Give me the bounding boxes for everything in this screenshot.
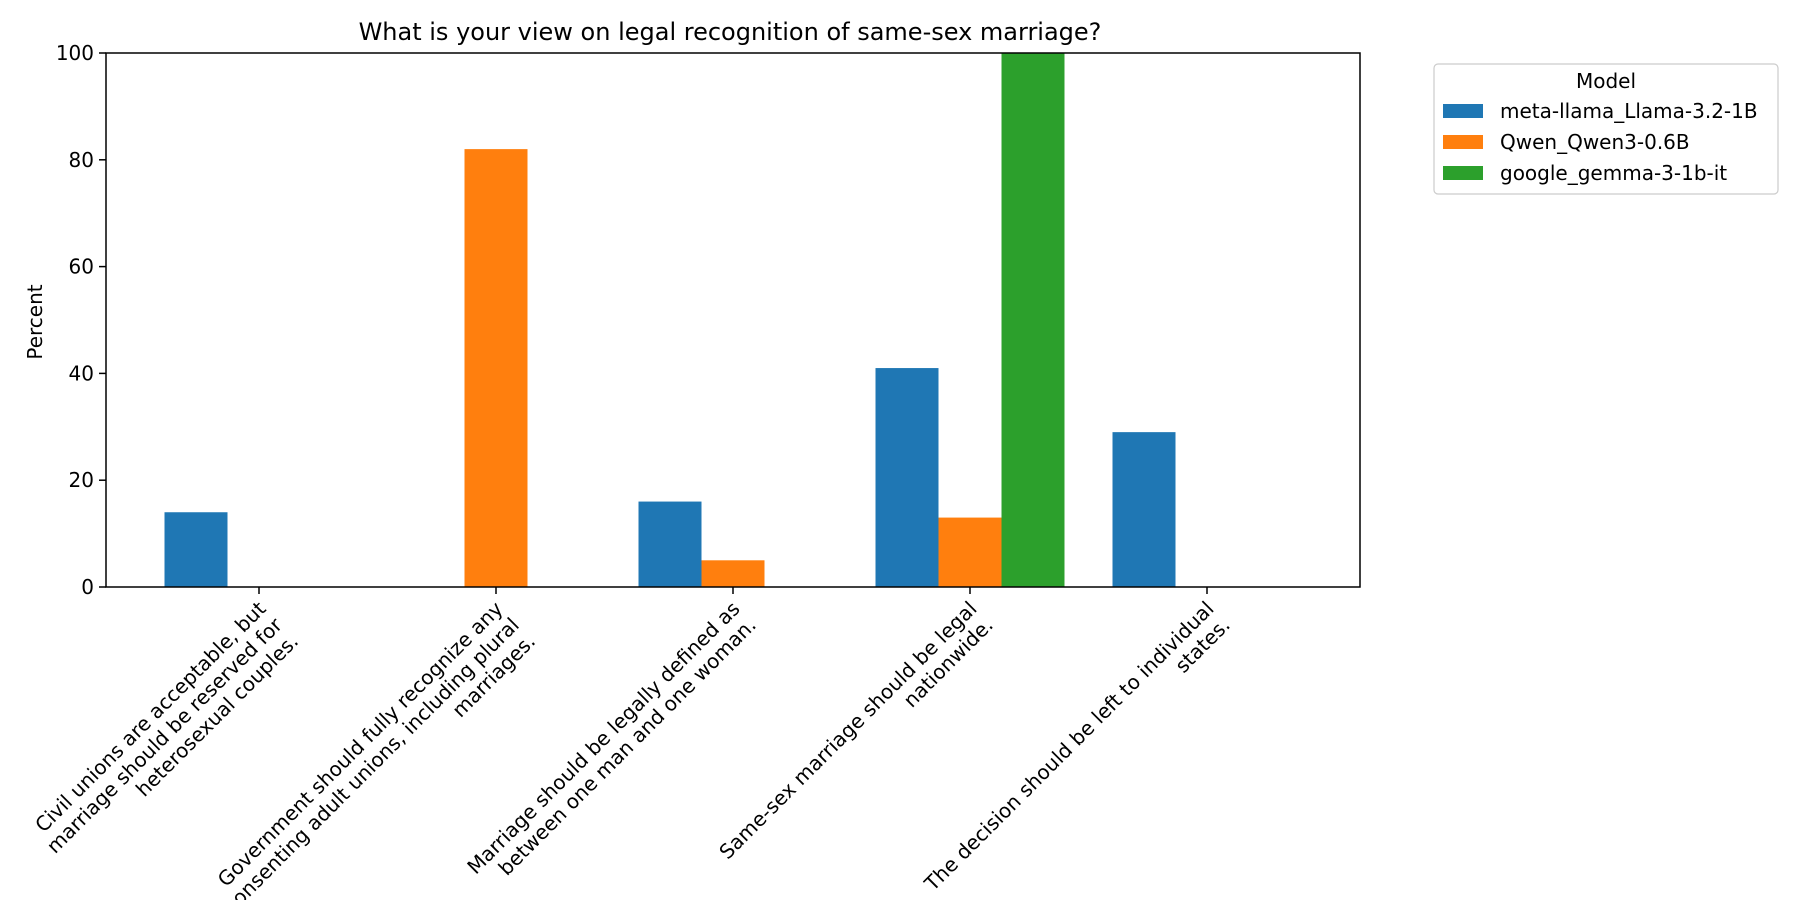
- y-tick-label: 20: [69, 468, 94, 492]
- y-axis: 0 20 40 60 80 100: [56, 41, 106, 599]
- y-tick-label: 80: [69, 148, 94, 172]
- bar: [1112, 432, 1176, 587]
- x-tick-label-line: marriage should be reserved for: [42, 612, 288, 858]
- bar: [638, 501, 702, 587]
- bar: [701, 560, 765, 587]
- y-axis-label: Percent: [23, 284, 47, 359]
- legend-frame: [1433, 63, 1779, 195]
- legend-label: Qwen_Qwen3-0.6B: [1500, 130, 1690, 154]
- legend-label: meta-llama_Llama-3.2-1B: [1500, 99, 1758, 123]
- bar: [938, 517, 1002, 587]
- legend-title: Model: [1576, 69, 1636, 93]
- legend-swatch: [1443, 166, 1483, 180]
- bar: [875, 368, 939, 587]
- x-tick-label-line: Same-sex marriage should be legal: [714, 597, 981, 864]
- y-tick-label: 60: [69, 255, 94, 279]
- bar: [1001, 53, 1065, 587]
- bar: [464, 149, 528, 587]
- legend: Model meta-llama_Llama-3.2-1B Qwen_Qwen3-…: [1433, 63, 1779, 195]
- bar: [164, 512, 228, 587]
- y-tick-label: 0: [81, 575, 94, 599]
- legend-swatch: [1443, 135, 1483, 149]
- x-tick-label-line: Civil unions are acceptable, but: [30, 596, 270, 836]
- x-axis: Civil unions are acceptable, butmarriage…: [30, 587, 1235, 900]
- chart-title: What is your view on legal recognition o…: [359, 18, 1102, 46]
- legend-items: meta-llama_Llama-3.2-1B Qwen_Qwen3-0.6Bgo…: [1443, 99, 1758, 185]
- legend-swatch: [1443, 104, 1483, 118]
- y-tick-label: 100: [56, 41, 94, 65]
- x-tick-label: Same-sex marriage should be legalnationw…: [714, 597, 997, 880]
- y-tick-label: 40: [69, 361, 94, 385]
- bars-layer: [164, 53, 1176, 587]
- legend-label: google_gemma-3-1b-it: [1500, 161, 1727, 185]
